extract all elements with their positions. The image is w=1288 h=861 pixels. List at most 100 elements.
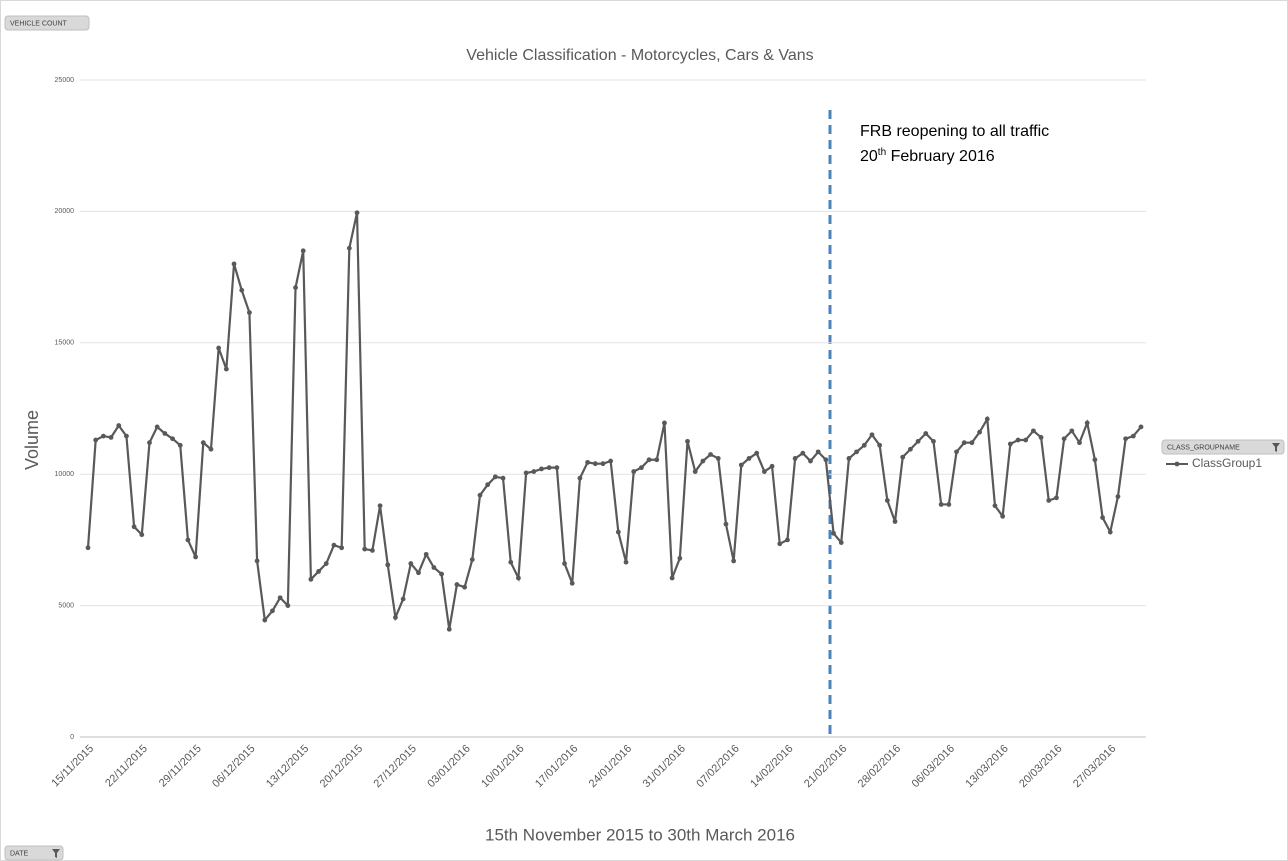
data-point [854, 449, 860, 455]
data-point [754, 450, 760, 456]
data-point [831, 530, 836, 536]
data-point [177, 442, 183, 448]
data-point [423, 551, 429, 557]
data-point [961, 440, 967, 446]
data-point [692, 469, 698, 474]
data-point [700, 458, 706, 464]
data-point [677, 555, 683, 561]
data-point [1054, 495, 1059, 501]
data-point [247, 310, 252, 315]
data-point [300, 248, 306, 254]
pivot-button[interactable] [1161, 439, 1285, 455]
data-point [785, 537, 790, 543]
data-point [954, 449, 959, 455]
data-point [1092, 457, 1098, 463]
data-point [792, 456, 798, 461]
data-point [1115, 494, 1121, 499]
data-point [1038, 435, 1044, 440]
data-point [1069, 428, 1075, 434]
data-point [93, 437, 99, 443]
data-point [331, 542, 337, 548]
data-point [385, 562, 391, 568]
data-point [908, 446, 913, 452]
data-point [523, 470, 529, 476]
data-point [323, 561, 329, 566]
data-point [861, 442, 867, 448]
data-point [900, 454, 906, 460]
y-tick-label: 0 [70, 734, 74, 741]
pivot-button[interactable] [4, 15, 90, 31]
data-point [147, 440, 152, 446]
data-point [85, 545, 91, 551]
data-point [892, 519, 898, 524]
data-point [454, 582, 460, 587]
data-point [715, 456, 721, 461]
data-point [923, 431, 929, 436]
data-point [446, 626, 452, 632]
data-point [408, 561, 414, 566]
annotation: FRB reopening to all traffic [860, 123, 1049, 140]
data-point [346, 245, 352, 251]
data-point [531, 469, 537, 474]
data-point [769, 463, 775, 469]
data-point [308, 576, 314, 582]
data-point [1077, 440, 1082, 446]
data-point [562, 561, 567, 566]
data-point [485, 482, 491, 488]
data-point [646, 457, 652, 463]
data-point [654, 457, 660, 463]
data-point [685, 438, 690, 444]
data-point [1107, 529, 1113, 535]
data-point [708, 452, 713, 457]
legend-label: ClassGroup1 [1192, 456, 1262, 470]
data-point [100, 433, 106, 439]
data-point [285, 603, 291, 608]
y-tick-label: 20000 [55, 208, 75, 215]
data-point [400, 596, 406, 602]
data-point [800, 450, 806, 456]
data-point [608, 458, 614, 464]
data-point [746, 456, 752, 461]
data-point [154, 424, 160, 430]
data-point [216, 345, 222, 351]
data-point [992, 503, 998, 509]
data-point [1138, 424, 1144, 430]
data-point [846, 456, 852, 461]
annotation-part: 20 [860, 148, 878, 165]
data-point [393, 615, 398, 620]
data-point [761, 469, 767, 474]
x-axis-title: 15th November 2015 to 30th March 2016 [485, 825, 795, 844]
data-point [823, 457, 829, 463]
data-point [377, 503, 383, 509]
data-point [884, 498, 890, 503]
data-point [131, 524, 137, 530]
data-point [492, 474, 498, 480]
data-point [1015, 437, 1021, 443]
data-point [500, 475, 506, 481]
filter-icon [1272, 443, 1280, 452]
data-point [223, 366, 229, 372]
pivot-button[interactable] [4, 845, 64, 861]
data-point [231, 261, 237, 267]
data-point [316, 569, 321, 574]
data-point [615, 529, 621, 535]
annotation-part: February 2016 [886, 148, 995, 165]
data-point [731, 558, 737, 564]
data-point [462, 584, 468, 590]
legend-marker [1174, 461, 1180, 467]
data-point [838, 540, 844, 545]
pivot-button-label: VEHICLE COUNT [10, 20, 68, 27]
data-point [738, 462, 744, 468]
data-point [362, 546, 368, 552]
data-point [162, 431, 168, 436]
y-tick-label: 5000 [58, 602, 74, 609]
data-point [946, 502, 952, 507]
data-point [877, 442, 883, 448]
data-point [293, 285, 298, 291]
data-point [339, 545, 345, 551]
data-point [1084, 420, 1090, 426]
data-point [984, 416, 990, 422]
data-point [1023, 437, 1029, 443]
data-point [354, 210, 360, 216]
